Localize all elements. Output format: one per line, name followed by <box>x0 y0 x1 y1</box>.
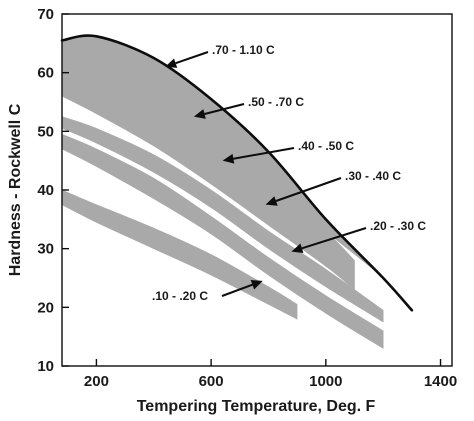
x-tick-label: 1400 <box>424 373 457 390</box>
x-tick-label: 1000 <box>309 373 342 390</box>
label-50-70c: .50 - .70 C <box>248 95 304 109</box>
label-70-110c: .70 - 1.10 C <box>212 43 275 57</box>
annotation-arrow <box>221 280 263 297</box>
envelope-line-70-110c <box>60 34 414 312</box>
band-labels: .70 - 1.10 C .50 - .70 C .40 - .50 C .30… <box>152 43 426 303</box>
x-tick-label: 600 <box>199 373 224 390</box>
x-tick-label: 200 <box>84 373 109 390</box>
y-tick-label: 70 <box>37 6 54 23</box>
annotation-arrow <box>165 51 209 68</box>
label-10-20c: .10 - .20 C <box>152 289 208 303</box>
bands-layer <box>61 35 413 349</box>
y-tick-label: 40 <box>37 182 54 199</box>
label-30-40c: .30 - .40 C <box>345 169 401 183</box>
annotation-arrow <box>222 147 295 164</box>
x-axis-title: Tempering Temperature, Deg. F <box>137 398 376 415</box>
label-20-30c: .20 - .30 C <box>370 219 426 233</box>
band-20-30c <box>61 133 384 349</box>
annotation-arrows <box>165 51 367 297</box>
band-30-40c <box>61 116 384 323</box>
label-40-50c: .40 - .50 C <box>298 139 354 153</box>
annotation-arrow <box>265 177 342 206</box>
axis-ticks <box>62 13 442 367</box>
y-tick-label: 60 <box>37 65 54 82</box>
y-tick-label: 30 <box>37 241 54 258</box>
annotation-arrow <box>291 227 367 254</box>
y-tick-label: 50 <box>37 123 54 140</box>
tick-labels: 200 600 1000 1400 10 20 30 40 50 60 70 <box>37 6 457 390</box>
y-tick-label: 20 <box>37 299 54 316</box>
y-tick-label: 10 <box>37 358 54 375</box>
band-10-20c <box>61 189 298 320</box>
annotation-arrow <box>193 103 245 119</box>
y-axis-title: Hardness - Rockwell C <box>7 103 24 276</box>
